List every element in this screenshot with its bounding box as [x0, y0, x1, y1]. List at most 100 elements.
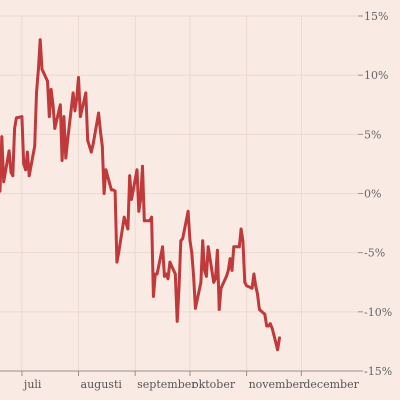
data-point [117, 251, 121, 255]
data-point [38, 38, 42, 42]
data-point [206, 245, 210, 249]
data-point [192, 274, 196, 278]
data-point [58, 103, 62, 107]
y-tick-label: -15% [364, 365, 392, 378]
data-point [139, 198, 143, 201]
data-point [254, 284, 258, 288]
data-point [155, 272, 159, 276]
data-point [166, 277, 170, 281]
data-point [194, 306, 197, 310]
data-point [190, 251, 194, 255]
data-point [219, 286, 223, 290]
data-point [91, 142, 95, 146]
data-point [33, 144, 37, 148]
data-point [164, 272, 168, 276]
data-point [20, 115, 24, 118]
data-point [199, 280, 203, 284]
data-point [13, 126, 16, 130]
data-point [250, 286, 254, 290]
data-point [102, 192, 106, 195]
data-point [27, 174, 31, 178]
data-point [77, 76, 80, 79]
data-point [276, 348, 279, 352]
data-point [128, 174, 132, 178]
data-point [0, 135, 4, 139]
data-point [60, 159, 64, 162]
data-point [51, 103, 55, 107]
data-point [270, 327, 274, 330]
series-points [0, 38, 281, 352]
data-point [186, 209, 190, 213]
data-point [66, 138, 69, 142]
data-point [137, 209, 141, 213]
data-point [115, 260, 119, 264]
data-point [130, 198, 133, 201]
data-point [71, 91, 75, 95]
data-point [7, 149, 11, 153]
x-tick-label: oktober [192, 378, 236, 391]
data-point [232, 245, 236, 249]
data-point [177, 286, 181, 290]
data-point [245, 284, 249, 288]
x-tick-label: juli [22, 378, 42, 391]
data-point [0, 189, 2, 193]
data-point [152, 295, 155, 298]
data-point [243, 280, 247, 284]
data-point [99, 130, 102, 134]
data-point [11, 174, 15, 178]
data-point [141, 164, 144, 168]
data-point [150, 215, 154, 219]
data-point [241, 239, 245, 243]
data-point [104, 168, 108, 172]
data-point [47, 115, 51, 118]
data-point [22, 162, 26, 166]
data-point [161, 245, 165, 249]
data-point [175, 319, 179, 323]
data-point [181, 237, 185, 240]
data-point [24, 168, 27, 172]
data-point [256, 292, 259, 296]
x-tick-label: december [303, 378, 359, 391]
y-tick-label: 0% [364, 188, 381, 201]
data-point [173, 272, 177, 276]
y-tick-label: -10% [364, 306, 392, 319]
x-tick-label: september [137, 378, 197, 391]
data-point [263, 312, 267, 316]
data-point [230, 269, 234, 272]
data-point [46, 79, 49, 83]
data-point [9, 170, 13, 174]
data-point [73, 109, 77, 113]
data-point [84, 91, 88, 95]
series [0, 38, 281, 352]
y-axis: 15% 10% 5% 0% -5% -10% -15% [358, 10, 392, 378]
data-point [53, 126, 57, 130]
data-point [62, 115, 66, 118]
data-point [86, 138, 90, 142]
data-point [113, 189, 117, 193]
data-point [163, 274, 166, 278]
data-point [237, 245, 241, 249]
data-point [216, 248, 219, 252]
data-point [188, 239, 192, 243]
data-point [64, 156, 68, 160]
data-point [100, 144, 104, 148]
data-point [49, 88, 53, 91]
data-point [203, 269, 207, 272]
data-point [228, 257, 232, 260]
data-point [201, 239, 205, 243]
data-point [148, 219, 152, 223]
data-point [88, 144, 91, 148]
data-point [15, 116, 18, 120]
y-tick-label: -5% [364, 247, 385, 260]
data-point [214, 277, 217, 281]
y-tick-label: 5% [364, 128, 381, 141]
y-tick-label: 15% [364, 10, 388, 23]
data-point [239, 227, 243, 231]
data-point [75, 97, 79, 101]
data-point [252, 272, 256, 276]
data-point [217, 308, 221, 311]
data-point [179, 239, 183, 243]
data-point [35, 91, 38, 95]
data-point [205, 274, 208, 278]
